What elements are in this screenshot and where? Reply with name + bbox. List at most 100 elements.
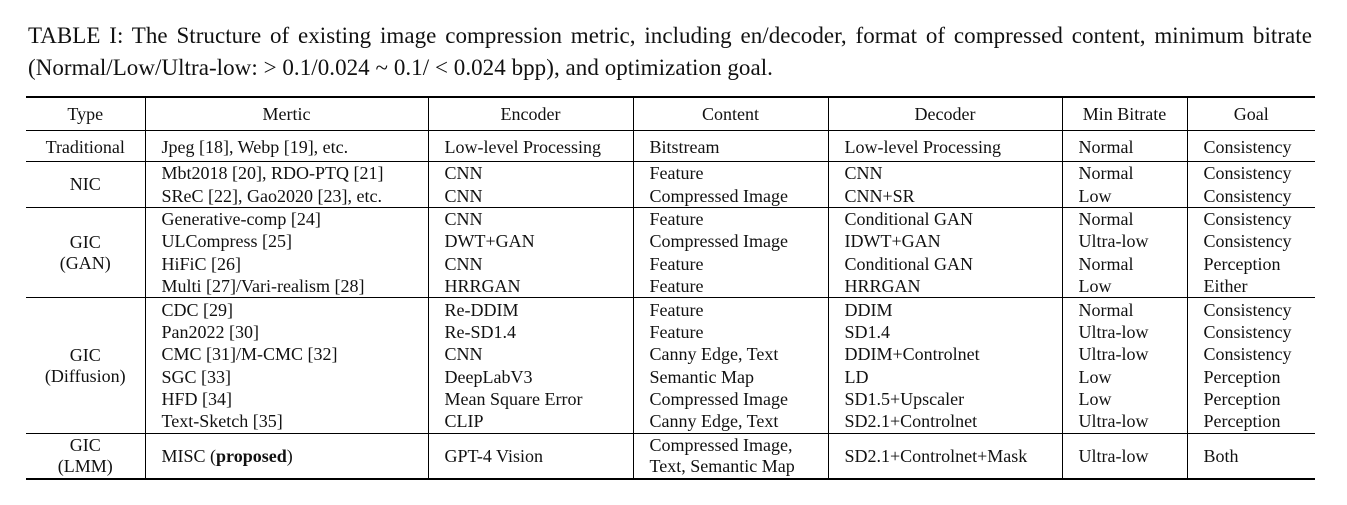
type-cell: GIC (GAN) bbox=[26, 206, 145, 298]
encoder-cell: CNN bbox=[427, 252, 633, 275]
table-row: NIC Mbt2018 [20], RDO-PTQ [21] CNN Featu… bbox=[26, 161, 1315, 208]
type-line: (GAN) bbox=[59, 252, 111, 273]
content-cell: Feature bbox=[632, 161, 828, 185]
table-row: HiFiC [26] CNN Feature Conditional GAN N… bbox=[26, 252, 1315, 275]
metric-cell: MISC (proposed) bbox=[144, 432, 428, 479]
content-cell: Compressed Image bbox=[632, 230, 828, 253]
table-row: HFD [34] Mean Square Error Compressed Im… bbox=[26, 387, 1315, 411]
content-cell: Feature bbox=[632, 252, 828, 275]
table-row: SReC [22], Gao2020 [23], etc. CNN Compre… bbox=[26, 184, 1315, 208]
content-cell: Compressed Image bbox=[632, 387, 828, 411]
decoder-cell: CNN+SR bbox=[827, 184, 1062, 208]
content-cell: Canny Edge, Text bbox=[632, 343, 828, 366]
table-row: Text-Sketch [35] CLIP Canny Edge, Text S… bbox=[26, 410, 1315, 434]
table-row: GIC (Diffusion) CDC [29] Re-DDIM Feature … bbox=[26, 297, 1315, 434]
content-cell: Feature bbox=[632, 274, 828, 298]
content-line: Text, Semantic Map bbox=[649, 455, 795, 476]
bitrate-cell: Ultra-low bbox=[1061, 432, 1187, 479]
encoder-cell: DeepLabV3 bbox=[427, 365, 633, 388]
bitrate-cell: Normal bbox=[1061, 252, 1187, 275]
metric-cell: CMC [31]/M-CMC [32] bbox=[144, 343, 428, 366]
bitrate-cell: Low bbox=[1061, 387, 1187, 411]
decoder-cell: SD1.5+Upscaler bbox=[827, 387, 1062, 411]
header-content: Content bbox=[632, 97, 828, 131]
metric-cell: SReC [22], Gao2020 [23], etc. bbox=[144, 184, 428, 208]
encoder-cell: Low-level Processing bbox=[427, 130, 633, 162]
bitrate-cell: Ultra-low bbox=[1061, 230, 1187, 253]
content-cell: Feature bbox=[632, 206, 828, 231]
encoder-cell: GPT-4 Vision bbox=[427, 432, 633, 479]
metric-cell: HFD [34] bbox=[144, 387, 428, 411]
type-line: (LMM) bbox=[57, 455, 113, 476]
type-cell: GIC (Diffusion) bbox=[26, 297, 145, 434]
content-cell: Feature bbox=[632, 297, 828, 321]
metric-cell: Text-Sketch [35] bbox=[144, 410, 428, 434]
header-type: Type bbox=[26, 97, 145, 131]
metric-cell: SGC [33] bbox=[144, 365, 428, 388]
type-line: GIC bbox=[69, 344, 101, 365]
content-cell: Feature bbox=[632, 320, 828, 344]
table-row: Multi [27]/Vari-realism [28] HRRGAN Feat… bbox=[26, 274, 1315, 298]
bitrate-cell: Normal bbox=[1061, 130, 1187, 162]
decoder-cell: SD2.1+Controlnet bbox=[827, 410, 1062, 434]
encoder-cell: CNN bbox=[427, 206, 633, 231]
encoder-cell: HRRGAN bbox=[427, 274, 633, 298]
content-cell: Compressed Image bbox=[632, 184, 828, 208]
decoder-cell: Low-level Processing bbox=[827, 130, 1062, 162]
encoder-cell: CLIP bbox=[427, 410, 633, 434]
encoder-cell: Mean Square Error bbox=[427, 387, 633, 411]
table-row-proposed: GIC (LMM) MISC (proposed) GPT-4 Vision Co… bbox=[26, 432, 1315, 479]
goal-cell: Either bbox=[1186, 274, 1315, 298]
goal-cell: Consistency bbox=[1186, 320, 1315, 344]
table-row: ULCompress [25] DWT+GAN Compressed Image… bbox=[26, 230, 1315, 253]
header-goal: Goal bbox=[1186, 97, 1315, 131]
bitrate-cell: Ultra-low bbox=[1061, 343, 1187, 366]
table-caption: TABLE I: The Structure of existing image… bbox=[28, 23, 1312, 80]
bitrate-cell: Normal bbox=[1061, 297, 1187, 321]
header-encoder: Encoder bbox=[427, 97, 633, 131]
decoder-cell: LD bbox=[827, 365, 1062, 388]
metric-cell: CDC [29] bbox=[144, 297, 428, 321]
type-cell: Traditional bbox=[26, 130, 145, 162]
table-row: CMC [31]/M-CMC [32] CNN Canny Edge, Text… bbox=[26, 343, 1315, 366]
metric-paren-close: ) bbox=[286, 445, 293, 466]
encoder-cell: CNN bbox=[427, 161, 633, 185]
metric-cell: Generative-comp [24] bbox=[144, 206, 428, 231]
goal-cell: Consistency bbox=[1186, 230, 1315, 253]
content-cell: Semantic Map bbox=[632, 365, 828, 388]
goal-cell: Consistency bbox=[1186, 184, 1315, 208]
decoder-cell: Conditional GAN bbox=[827, 206, 1062, 231]
goal-cell: Consistency bbox=[1186, 343, 1315, 366]
header-decoder: Decoder bbox=[827, 97, 1062, 131]
goal-cell: Perception bbox=[1186, 410, 1315, 434]
metric-cell: ULCompress [25] bbox=[144, 230, 428, 253]
goal-cell: Perception bbox=[1186, 387, 1315, 411]
decoder-cell: SD1.4 bbox=[827, 320, 1062, 344]
header-metric: Mertic bbox=[144, 97, 428, 131]
metric-name: MISC bbox=[161, 445, 206, 466]
table-row: Traditional Jpeg [18], Webp [19], etc. L… bbox=[26, 130, 1315, 162]
comparison-table: Type Mertic Encoder Content Decoder Min … bbox=[26, 96, 1315, 480]
bitrate-cell: Ultra-low bbox=[1061, 410, 1187, 434]
encoder-cell: Re-DDIM bbox=[427, 297, 633, 321]
type-cell: GIC (LMM) bbox=[26, 432, 145, 479]
type-line: (Diffusion) bbox=[44, 365, 126, 386]
header-min-bitrate: Min Bitrate bbox=[1061, 97, 1187, 131]
metric-cell: Jpeg [18], Webp [19], etc. bbox=[144, 130, 428, 162]
bitrate-cell: Ultra-low bbox=[1061, 320, 1187, 344]
header-row: Type Mertic Encoder Content Decoder Min … bbox=[26, 97, 1315, 131]
metric-paren-open: ( bbox=[205, 445, 217, 466]
decoder-cell: CNN bbox=[827, 161, 1062, 185]
type-line: GIC bbox=[69, 434, 101, 455]
bitrate-cell: Low bbox=[1061, 184, 1187, 208]
content-cell: Canny Edge, Text bbox=[632, 410, 828, 434]
encoder-cell: DWT+GAN bbox=[427, 230, 633, 253]
encoder-cell: Re-SD1.4 bbox=[427, 320, 633, 344]
bitrate-cell: Normal bbox=[1061, 206, 1187, 231]
decoder-cell: DDIM bbox=[827, 297, 1062, 321]
table-row: SGC [33] DeepLabV3 Semantic Map LD Low P… bbox=[26, 365, 1315, 388]
proposed-label: proposed bbox=[216, 445, 287, 466]
goal-cell: Consistency bbox=[1186, 130, 1315, 162]
decoder-cell: IDWT+GAN bbox=[827, 230, 1062, 253]
metric-cell: Mbt2018 [20], RDO-PTQ [21] bbox=[144, 161, 428, 185]
